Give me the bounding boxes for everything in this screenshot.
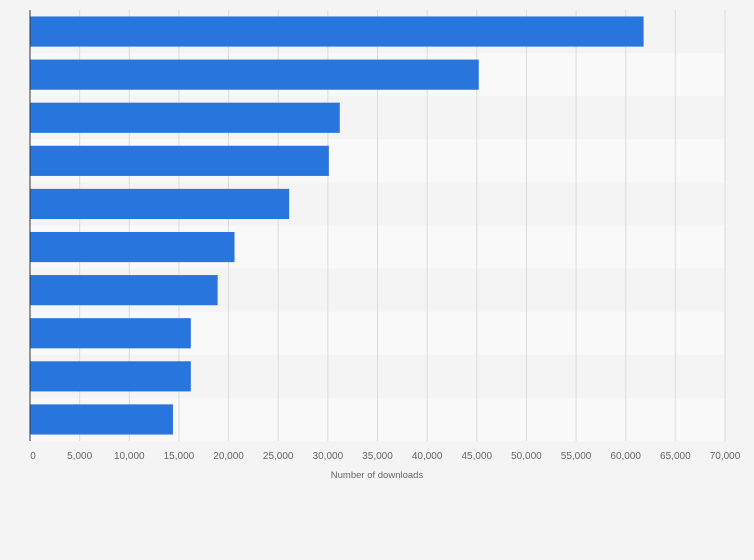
bar[interactable]: [30, 231, 235, 263]
x-tick-label: 10,000: [114, 451, 145, 462]
x-tick-label: 50,000: [511, 451, 542, 462]
x-tick-label: 5,000: [67, 451, 92, 462]
x-tick-label: 40,000: [412, 451, 443, 462]
bar[interactable]: [30, 102, 340, 133]
x-tick-label: 65,000: [660, 451, 691, 462]
bar[interactable]: [30, 275, 218, 306]
x-tick-label: 25,000: [263, 451, 294, 462]
x-tick-label: 35,000: [362, 451, 393, 462]
x-tick-label: 70,000: [710, 451, 741, 462]
bars: [30, 16, 644, 435]
bar[interactable]: [30, 318, 191, 349]
bar[interactable]: [30, 404, 173, 435]
x-tick-label: 20,000: [213, 451, 244, 462]
x-tick-labels: 0 5,000 10,000 15,000 20,000 25,000 30,000 35,0…: [30, 451, 741, 462]
bar[interactable]: [30, 145, 329, 176]
x-tick-label: 60,000: [610, 451, 641, 462]
x-tick-label: 0: [30, 451, 36, 462]
bar[interactable]: [30, 188, 290, 220]
x-axis-title: Number of downloads: [331, 470, 424, 481]
x-tick-label: 30,000: [313, 451, 344, 462]
x-tick-label: 15,000: [164, 451, 195, 462]
bar[interactable]: [30, 16, 644, 47]
x-tick-label: 55,000: [561, 451, 592, 462]
x-tick-label: 45,000: [461, 451, 492, 462]
bar[interactable]: [30, 59, 479, 90]
bar[interactable]: [30, 361, 191, 392]
